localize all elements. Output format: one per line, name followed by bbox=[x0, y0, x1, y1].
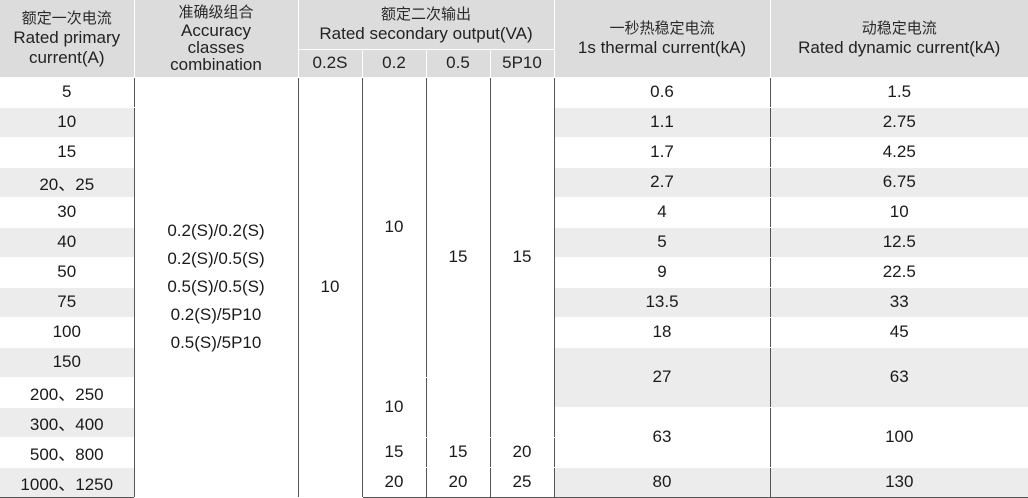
dynamic-cell: 6.75 bbox=[769, 167, 1028, 198]
accuracy-combination: 0.2(S)/0.5(S) bbox=[167, 249, 265, 268]
dynamic-cell: 45 bbox=[769, 317, 1028, 348]
dynamic-cell: 22.5 bbox=[769, 257, 1028, 288]
header-dynamic-current: 动稳定电流 Rated dynamic current(kA) bbox=[770, 0, 1028, 78]
header-sub-5p10: 5P10 bbox=[490, 49, 555, 78]
current-cell: 10 bbox=[0, 107, 134, 138]
thermal-cell: 63 bbox=[554, 407, 770, 468]
output-02-cell: 10 bbox=[362, 77, 427, 378]
header-sub-02s: 0.2S bbox=[298, 49, 363, 78]
header-accuracy-classes: 准确级组合 Accuracy classes combination bbox=[134, 0, 299, 78]
current-cell: 200、250 bbox=[0, 377, 134, 408]
thermal-cell: 80 bbox=[554, 467, 770, 498]
current-cell: 500、800 bbox=[0, 437, 134, 468]
accuracy-combination: 0.2(S)/5P10 bbox=[170, 305, 262, 324]
current-cell: 75 bbox=[0, 287, 134, 318]
accuracy-combination: 0.2(S)/0.2(S) bbox=[167, 221, 265, 240]
current-cell: 300、400 bbox=[0, 407, 134, 438]
thermal-cell: 5 bbox=[554, 227, 770, 258]
thermal-cell: 27 bbox=[554, 347, 770, 408]
current-cell: 150 bbox=[0, 347, 134, 378]
accuracy-combination: 0.5(S)/5P10 bbox=[170, 333, 262, 352]
output-02s-cell: 10 bbox=[298, 77, 363, 498]
thermal-cell: 18 bbox=[554, 317, 770, 348]
output-05-cell: 15 bbox=[426, 436, 491, 468]
current-cell: 15 bbox=[0, 137, 134, 168]
dynamic-cell: 130 bbox=[769, 467, 1028, 498]
output-5p10-cell: 15 bbox=[490, 77, 555, 438]
output-5p10-cell: 20 bbox=[490, 436, 555, 468]
dynamic-cell: 10 bbox=[769, 197, 1028, 228]
current-cell: 20、25 bbox=[0, 167, 134, 198]
thermal-cell: 1.1 bbox=[554, 107, 770, 138]
current-cell: 5 bbox=[0, 77, 134, 108]
output-05-cell: 20 bbox=[426, 466, 491, 498]
dynamic-cell: 4.25 bbox=[769, 137, 1028, 168]
current-cell: 50 bbox=[0, 257, 134, 288]
header-rated-primary-current: 额定一次电流 Rated primary current(A) bbox=[0, 0, 135, 78]
thermal-cell: 2.7 bbox=[554, 167, 770, 198]
header-sub-05: 0.5 bbox=[426, 49, 491, 78]
current-cell: 1000、1250 bbox=[0, 467, 134, 498]
header-thermal-current: 一秒热稳定电流 1s thermal current(kA) bbox=[554, 0, 771, 78]
current-cell: 30 bbox=[0, 197, 134, 228]
accuracy-combination: 0.5(S)/0.5(S) bbox=[167, 277, 265, 296]
accuracy-combination-list: 0.2(S)/0.2(S) 0.2(S)/0.5(S) 0.5(S)/0.5(S… bbox=[133, 77, 299, 498]
current-cell: 40 bbox=[0, 227, 134, 258]
current-cell: 100 bbox=[0, 317, 134, 348]
output-05-cell: 15 bbox=[426, 77, 491, 438]
dynamic-cell: 2.75 bbox=[769, 107, 1028, 138]
dynamic-cell: 1.5 bbox=[769, 77, 1028, 108]
output-5p10-cell: 25 bbox=[490, 466, 555, 498]
thermal-cell: 1.7 bbox=[554, 137, 770, 168]
dynamic-cell: 33 bbox=[769, 287, 1028, 318]
thermal-cell: 13.5 bbox=[554, 287, 770, 318]
header-rated-secondary-output: 额定二次输出 Rated secondary output(VA) bbox=[298, 0, 555, 50]
dynamic-cell: 100 bbox=[769, 407, 1028, 468]
dynamic-cell: 12.5 bbox=[769, 227, 1028, 258]
output-02-cell: 20 bbox=[362, 466, 427, 498]
header-sub-02: 0.2 bbox=[362, 49, 427, 78]
thermal-cell: 9 bbox=[554, 257, 770, 288]
output-02-cell: 10 bbox=[362, 376, 427, 438]
output-02-cell: 15 bbox=[362, 436, 427, 468]
thermal-cell: 0.6 bbox=[554, 77, 770, 108]
thermal-cell: 4 bbox=[554, 197, 770, 228]
dynamic-cell: 63 bbox=[769, 347, 1028, 408]
